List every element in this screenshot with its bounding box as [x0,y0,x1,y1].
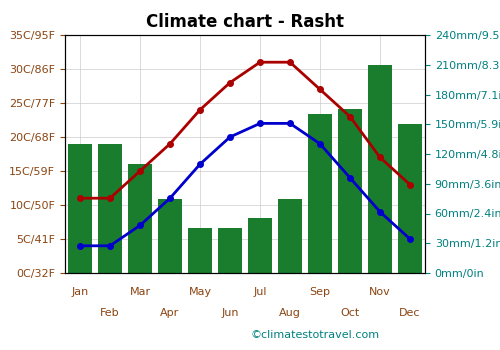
Text: Jul: Jul [254,287,267,297]
Bar [308,114,332,273]
Text: Dec: Dec [399,308,421,318]
Text: ©climatestotravel.com: ©climatestotravel.com [250,329,379,340]
Text: Mar: Mar [130,287,150,297]
Bar [158,199,182,273]
Bar [128,164,152,273]
Text: Aug: Aug [279,308,301,318]
Legend: Prec, Min, Max: Prec, Min, Max [72,346,286,350]
Text: Jan: Jan [72,287,88,297]
Bar [188,229,212,273]
Bar [338,109,362,273]
Bar [98,144,122,273]
Text: Feb: Feb [100,308,120,318]
Title: Climate chart - Rasht: Climate chart - Rasht [146,13,344,31]
Bar [218,229,242,273]
Text: Sep: Sep [310,287,330,297]
Bar [398,124,422,273]
Bar [368,65,392,273]
Text: Nov: Nov [369,287,391,297]
Text: Jun: Jun [221,308,239,318]
Text: Oct: Oct [340,308,359,318]
Bar [278,199,302,273]
Bar [248,218,272,273]
Bar [68,144,92,273]
Text: Apr: Apr [160,308,180,318]
Text: May: May [188,287,212,297]
